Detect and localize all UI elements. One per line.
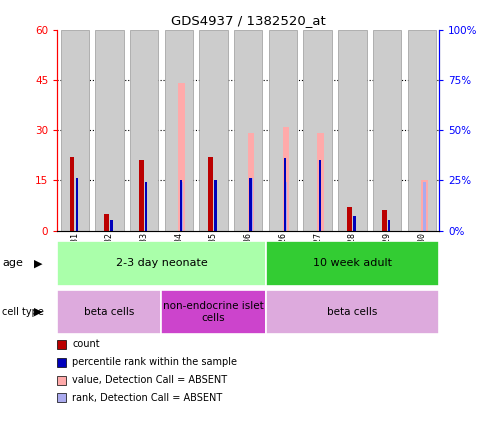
Bar [318,160,321,231]
Text: ▶: ▶ [34,307,42,317]
Text: 2-3 day neonate: 2-3 day neonate [116,258,208,268]
Text: beta cells: beta cells [327,307,378,317]
Bar [104,214,109,231]
Text: beta cells: beta cells [84,307,135,317]
Bar [179,83,185,231]
Bar [284,182,287,231]
Text: non-endocrine islet
cells: non-endocrine islet cells [163,301,264,323]
Bar [180,182,183,231]
Bar [215,180,217,231]
Title: GDS4937 / 1382520_at: GDS4937 / 1382520_at [171,14,326,27]
Bar [199,30,228,231]
Bar [269,30,297,231]
Bar [353,217,356,231]
Text: count: count [72,340,100,349]
Text: age: age [2,258,23,268]
Text: cell type: cell type [2,307,44,317]
Bar [388,220,390,231]
Bar [317,133,323,231]
Text: 10 week adult: 10 week adult [313,258,392,268]
Bar [60,30,89,231]
Bar [110,220,113,231]
Bar [408,30,436,231]
Bar [165,30,193,231]
Bar [422,180,428,231]
Bar [234,30,262,231]
Bar [69,157,74,231]
Bar [423,182,426,231]
Bar [209,157,213,231]
Bar [57,290,162,334]
Bar [382,211,387,231]
Bar [57,241,265,286]
Bar [282,127,289,231]
Bar [162,290,265,334]
Bar [265,290,439,334]
Bar [284,158,286,231]
Text: percentile rank within the sample: percentile rank within the sample [72,357,238,367]
Bar [248,133,254,231]
Bar [303,30,332,231]
Bar [95,30,124,231]
Bar [130,30,158,231]
Bar [265,241,439,286]
Bar [145,182,147,231]
Bar [338,30,367,231]
Bar [373,30,401,231]
Bar [139,160,144,231]
Bar [180,180,182,231]
Text: rank, Detection Call = ABSENT: rank, Detection Call = ABSENT [72,393,223,403]
Bar [76,179,78,231]
Text: value, Detection Call = ABSENT: value, Detection Call = ABSENT [72,375,228,385]
Bar [347,207,352,231]
Text: ▶: ▶ [34,258,42,268]
Bar [249,179,251,231]
Bar [250,179,253,231]
